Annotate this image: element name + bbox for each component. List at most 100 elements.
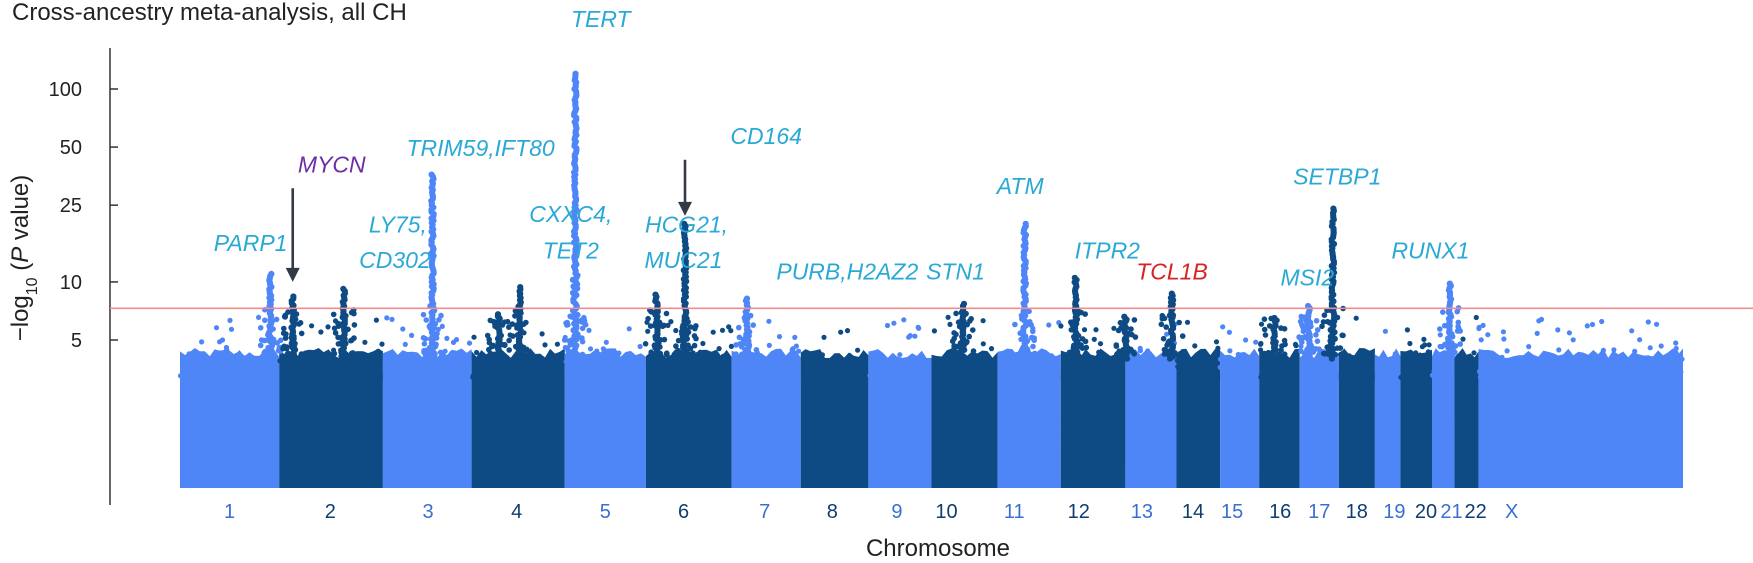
snp-point	[1578, 370, 1584, 376]
peak	[1066, 274, 1090, 362]
snp-point	[352, 372, 358, 378]
snp-point	[504, 374, 510, 380]
snp-point	[1192, 343, 1198, 349]
chromosome-band-21	[1431, 348, 1455, 488]
snp-point	[837, 365, 844, 371]
snp-point	[1404, 327, 1410, 333]
snp-point	[932, 365, 938, 371]
snp-point	[335, 323, 342, 330]
y-label-open: (	[7, 263, 34, 278]
snp-point	[1297, 335, 1304, 341]
snp-point	[625, 368, 631, 374]
snp-point	[1141, 357, 1147, 363]
chromosome-label-12: 12	[1068, 501, 1090, 523]
snp-point	[1254, 374, 1260, 380]
snp-point	[315, 374, 321, 380]
snp-point	[1022, 220, 1029, 227]
snp-point	[1163, 324, 1169, 330]
snp-point	[587, 359, 593, 365]
snp-point	[1221, 374, 1227, 380]
snp-point	[1357, 370, 1363, 376]
snp-point	[432, 343, 439, 350]
chromosome-band-6	[645, 349, 732, 488]
snp-point	[1635, 374, 1641, 380]
snp-point	[290, 374, 296, 380]
snp-point	[514, 368, 520, 374]
snp-point	[448, 374, 454, 380]
snp-point	[1524, 374, 1530, 380]
snp-point	[1262, 362, 1268, 368]
snp-point	[1446, 280, 1453, 287]
snp-point	[821, 334, 827, 340]
snp-point	[373, 317, 379, 323]
snp-point	[520, 344, 527, 351]
snp-point	[946, 358, 953, 364]
snp-point	[947, 321, 953, 327]
snp-point	[270, 336, 277, 343]
snp-point	[1197, 374, 1203, 380]
snp-point	[1499, 354, 1505, 360]
snp-point	[665, 322, 671, 328]
snp-point	[955, 374, 961, 380]
snp-point	[421, 347, 427, 354]
snp-point	[492, 323, 498, 330]
snp-point	[1271, 348, 1278, 354]
snp-point	[796, 348, 802, 354]
y-label-rest: value)	[7, 175, 34, 247]
snp-point	[1091, 336, 1097, 342]
snp-point	[1435, 373, 1441, 379]
snp-point	[330, 311, 337, 318]
snp-point	[232, 368, 238, 374]
snp-point	[741, 339, 748, 345]
chromosome-band-5	[564, 348, 646, 488]
snp-point	[1174, 358, 1180, 364]
snp-point	[1261, 316, 1268, 323]
snp-point	[298, 330, 305, 337]
snp-point	[945, 314, 951, 320]
snp-point	[743, 363, 749, 370]
snp-point	[552, 374, 559, 380]
snp-point	[1281, 326, 1288, 332]
snp-point	[734, 374, 740, 380]
snp-point	[1413, 350, 1419, 356]
snp-point	[283, 331, 289, 337]
gene-label-tet2: TET2	[543, 238, 599, 264]
snp-point	[1030, 328, 1036, 335]
snp-point	[1067, 359, 1073, 365]
snp-point	[637, 343, 643, 350]
snp-point	[586, 327, 592, 333]
snp-point	[1132, 334, 1139, 340]
peak	[642, 291, 670, 362]
snp-point	[1112, 370, 1118, 376]
snp-point	[579, 338, 586, 345]
snp-point	[347, 373, 353, 379]
snp-point	[199, 339, 205, 345]
snp-point	[532, 369, 538, 375]
snp-point	[1313, 318, 1320, 324]
gene-label-purbh2az2: PURB,H2AZ2	[776, 258, 918, 284]
snp-point	[1484, 360, 1490, 366]
snp-point	[291, 340, 297, 347]
snp-point	[1213, 339, 1220, 345]
snp-point	[571, 332, 578, 339]
gene-label-atm: ATM	[995, 173, 1045, 199]
snp-point	[953, 310, 959, 317]
snp-point	[833, 374, 839, 380]
snp-point	[1052, 356, 1058, 362]
snp-point	[805, 367, 811, 373]
snp-point	[844, 363, 850, 369]
snp-point	[1305, 370, 1311, 376]
peak	[1319, 205, 1347, 362]
snp-point	[736, 355, 742, 361]
snp-point	[669, 365, 675, 371]
snp-point	[1322, 351, 1328, 357]
snp-point	[1098, 353, 1105, 359]
snp-point	[1332, 351, 1338, 358]
snp-point	[201, 368, 207, 374]
snp-point	[578, 317, 585, 324]
snp-point	[1145, 363, 1151, 369]
snp-point	[1384, 374, 1390, 380]
snp-point	[1298, 313, 1305, 320]
snp-point	[1226, 329, 1232, 335]
chromosome-label-6: 6	[678, 501, 689, 523]
